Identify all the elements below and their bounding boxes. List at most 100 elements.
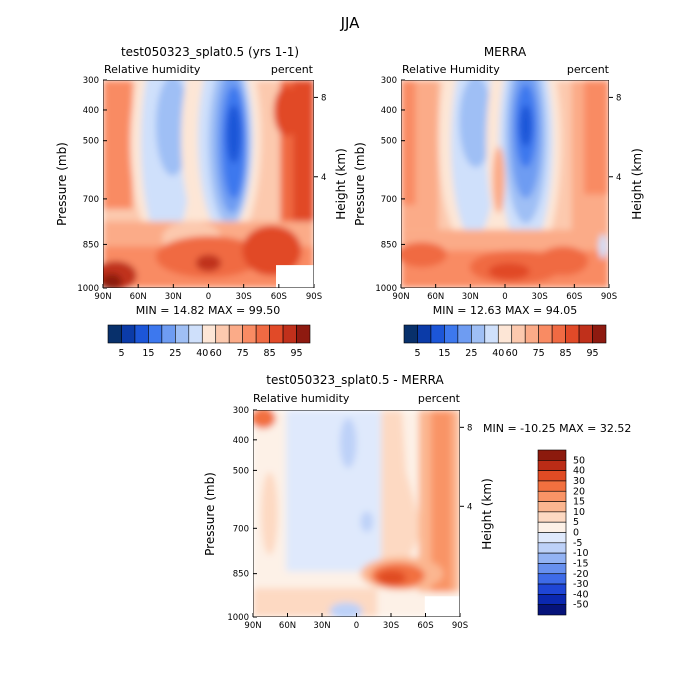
field-contour bbox=[273, 86, 300, 137]
y-tick-label: 400 bbox=[83, 106, 99, 116]
colorbar-label: 95 bbox=[290, 348, 302, 359]
colorbar-label: 5 bbox=[573, 517, 579, 528]
panel-model-y2label: Height (km) bbox=[334, 148, 348, 219]
colorbar-label: -50 bbox=[573, 600, 589, 611]
y2-tick-label: 8 bbox=[321, 93, 326, 103]
colorbar-label: -10 bbox=[573, 548, 589, 559]
colorbar-label: 40 bbox=[492, 348, 504, 359]
colorbar-swatch bbox=[578, 324, 593, 344]
panel-diff-ylabel: Pressure (mb) bbox=[203, 472, 217, 556]
x-tick-label: 30S bbox=[532, 292, 548, 302]
x-tick-label: 60N bbox=[427, 292, 444, 302]
field-contour bbox=[360, 511, 374, 533]
colorbar-label: -30 bbox=[573, 579, 589, 590]
colorbar-swatch bbox=[524, 324, 539, 344]
x-tick-label: 0 bbox=[206, 292, 211, 302]
colorbar-swatch bbox=[537, 449, 567, 461]
no-data-region bbox=[424, 596, 460, 617]
colorbar-swatch bbox=[255, 324, 270, 344]
colorbar-swatch bbox=[430, 324, 445, 344]
colorbar-swatch bbox=[537, 470, 567, 482]
colorbar-swatch bbox=[228, 324, 243, 344]
colorbar-swatch bbox=[403, 324, 418, 344]
panel-diff-y2label: Height (km) bbox=[480, 478, 494, 549]
panel-model: test050323_splat0.5 (yrs 1-1) Relative h… bbox=[55, 45, 348, 359]
y-tick-label: 500 bbox=[381, 137, 397, 147]
colorbar-label: 75 bbox=[237, 348, 249, 359]
colorbar-swatch bbox=[242, 324, 257, 344]
y2-tick-label: 8 bbox=[467, 423, 472, 433]
panel-diff-left-label: Relative humidity bbox=[253, 392, 350, 405]
colorbar-swatch bbox=[296, 324, 311, 344]
colorbar-swatch bbox=[537, 594, 567, 605]
y-tick-label: 1000 bbox=[375, 284, 397, 294]
field-contour bbox=[381, 410, 423, 572]
x-tick-label: 60N bbox=[130, 292, 147, 302]
colorbar-swatch bbox=[484, 324, 499, 344]
y-tick-label: 850 bbox=[233, 570, 249, 580]
y-tick-label: 1000 bbox=[77, 284, 99, 294]
colorbar-label: 15 bbox=[573, 497, 585, 508]
colorbar-label: 95 bbox=[586, 348, 598, 359]
field-contour bbox=[329, 602, 363, 617]
y-tick-label: 400 bbox=[381, 106, 397, 116]
y-tick-label: 700 bbox=[83, 195, 99, 205]
colorbar-label: 5 bbox=[118, 348, 124, 359]
y2-tick-label: 8 bbox=[616, 93, 621, 103]
panel-diff: test050323_splat0.5 - MERRA Relative hum… bbox=[203, 373, 631, 631]
colorbar-swatch bbox=[497, 324, 513, 344]
colorbar-swatch bbox=[537, 460, 567, 471]
colorbar-label: 85 bbox=[264, 348, 276, 359]
x-tick-label: 60S bbox=[566, 292, 582, 302]
x-tick-label: 60S bbox=[271, 292, 287, 302]
colorbar-swatch bbox=[134, 324, 149, 344]
colorbar-label: 25 bbox=[465, 348, 477, 359]
colorbar-swatch bbox=[282, 324, 297, 344]
x-tick-label: 30S bbox=[236, 292, 252, 302]
colorbar-swatch bbox=[121, 324, 136, 344]
x-tick-label: 90N bbox=[244, 621, 261, 631]
colorbar-swatch bbox=[215, 324, 230, 344]
y2-tick-label: 4 bbox=[616, 173, 621, 183]
colorbar-label: 30 bbox=[573, 476, 585, 487]
colorbar-label: -20 bbox=[573, 569, 589, 580]
x-tick-label: 0 bbox=[354, 621, 359, 631]
field-contour bbox=[459, 80, 493, 168]
field-contour bbox=[286, 410, 382, 572]
panel-obs-y2label: Height (km) bbox=[630, 148, 644, 219]
y-tick-label: 850 bbox=[83, 240, 99, 250]
colorbar-swatch bbox=[444, 324, 459, 344]
field-contour bbox=[519, 104, 533, 147]
colorbar-label: 60 bbox=[210, 348, 222, 359]
panel-obs-title: MERRA bbox=[484, 45, 527, 59]
x-tick-label: 30N bbox=[313, 621, 330, 631]
colorbar-swatch bbox=[537, 573, 567, 585]
y-tick-label: 1000 bbox=[227, 613, 249, 623]
colorbar-swatch bbox=[417, 324, 432, 344]
colorbar-swatch bbox=[107, 324, 122, 344]
field-contour bbox=[401, 80, 416, 205]
field-contour bbox=[488, 263, 530, 280]
panel-obs-colorbar: 5 15 25 40 60 75 85 95 bbox=[403, 324, 607, 359]
panel-model-plot bbox=[103, 80, 314, 288]
field-contour bbox=[261, 472, 278, 555]
colorbar-swatch bbox=[537, 532, 567, 544]
colorbar-swatch bbox=[537, 511, 567, 523]
y2-tick-label: 4 bbox=[321, 173, 326, 183]
colorbar-label: 20 bbox=[573, 486, 585, 497]
figure-title: JJA bbox=[340, 14, 361, 32]
field-contour bbox=[401, 242, 447, 268]
x-tick-label: 90S bbox=[601, 292, 617, 302]
panel-model-left-label: Relative humidity bbox=[104, 63, 201, 76]
panel-model-axes: 90N 60N 30N 0 30S 60S 90S 300 400 500 700 850 1000 8 4 bbox=[77, 76, 326, 302]
colorbar-label: 60 bbox=[506, 348, 518, 359]
field-contour bbox=[103, 273, 122, 288]
colorbar-label: 40 bbox=[196, 348, 208, 359]
colorbar-swatch bbox=[537, 521, 567, 533]
panel-model-title: test050323_splat0.5 (yrs 1-1) bbox=[121, 45, 299, 59]
y2-tick-label: 4 bbox=[467, 502, 472, 512]
panel-model-right-label: percent bbox=[271, 63, 314, 76]
colorbar-swatch bbox=[537, 542, 567, 554]
y-tick-label: 300 bbox=[381, 76, 397, 86]
y-tick-label: 700 bbox=[233, 524, 249, 534]
